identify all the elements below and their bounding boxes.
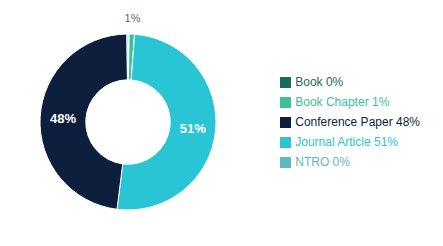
svg-text:51%: 51% — [180, 121, 206, 136]
html-text:Conference Paper 48%: Conference Paper 48% — [295, 115, 420, 129]
html-text:Book Chapter 1%: Book Chapter 1% — [295, 95, 390, 109]
html-text:Journal Article 51%: Journal Article 51% — [295, 135, 398, 149]
html-text:NTRO 0%: NTRO 0% — [295, 155, 350, 169]
html-text:Book 0%: Book 0% — [295, 75, 344, 89]
svg-text:1%: 1% — [125, 12, 141, 24]
svg-text:48%: 48% — [50, 111, 76, 126]
